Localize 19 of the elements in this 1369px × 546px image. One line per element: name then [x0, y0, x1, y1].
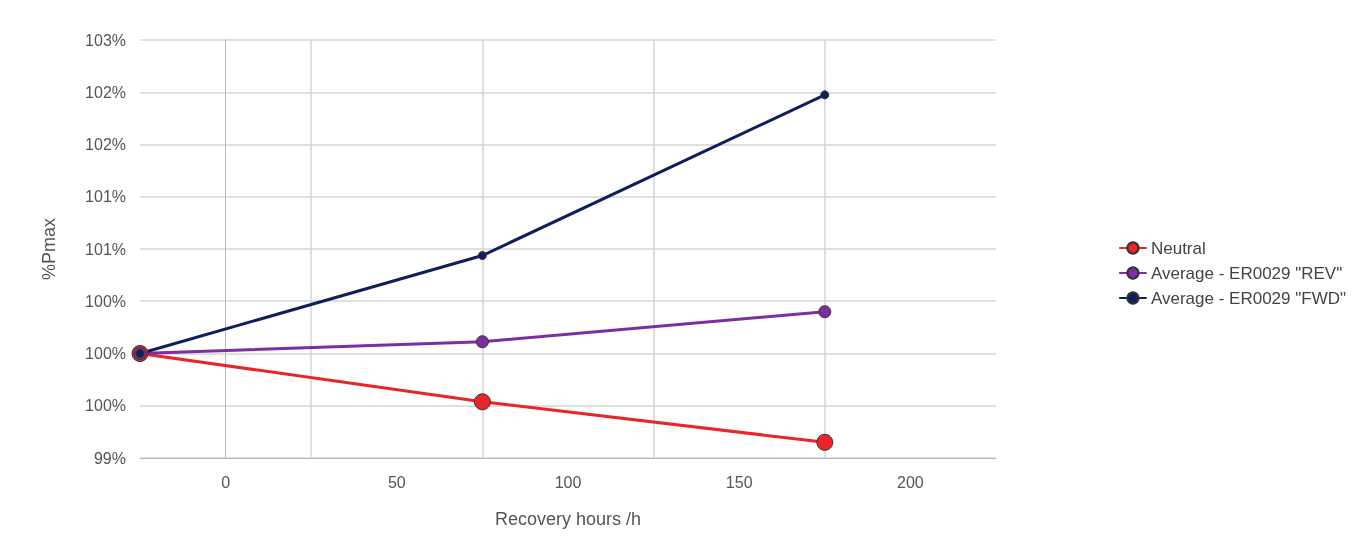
y-tick-label: 100%: [85, 345, 126, 362]
legend-label: Neutral: [1150, 238, 1206, 258]
x-tick-label: 50: [387, 473, 406, 491]
legend-label: Average - ER0029 "FWD": [1150, 288, 1347, 308]
x-tick-label: 150: [725, 473, 753, 491]
y-tick-label: 99%: [93, 449, 126, 467]
y-tick-label: 100%: [85, 397, 126, 415]
y-tick-label: 103%: [85, 31, 126, 49]
y-tick-label: 102%: [85, 83, 126, 101]
x-axis-title: Recovery hours /h: [494, 509, 642, 529]
x-tick-label: 0: [221, 473, 231, 491]
y-tick-label: 101%: [85, 240, 126, 258]
legend-label: Average - ER0029 "REV": [1150, 263, 1343, 283]
x-tick-label: 100: [554, 473, 582, 491]
y-tick-label: 100%: [85, 292, 126, 310]
y-tick-label: 101%: [85, 188, 126, 206]
y-tick-label: 102%: [85, 136, 126, 153]
y-axis-title: %Pmax: [39, 217, 59, 281]
x-tick-label: 200: [897, 473, 924, 491]
